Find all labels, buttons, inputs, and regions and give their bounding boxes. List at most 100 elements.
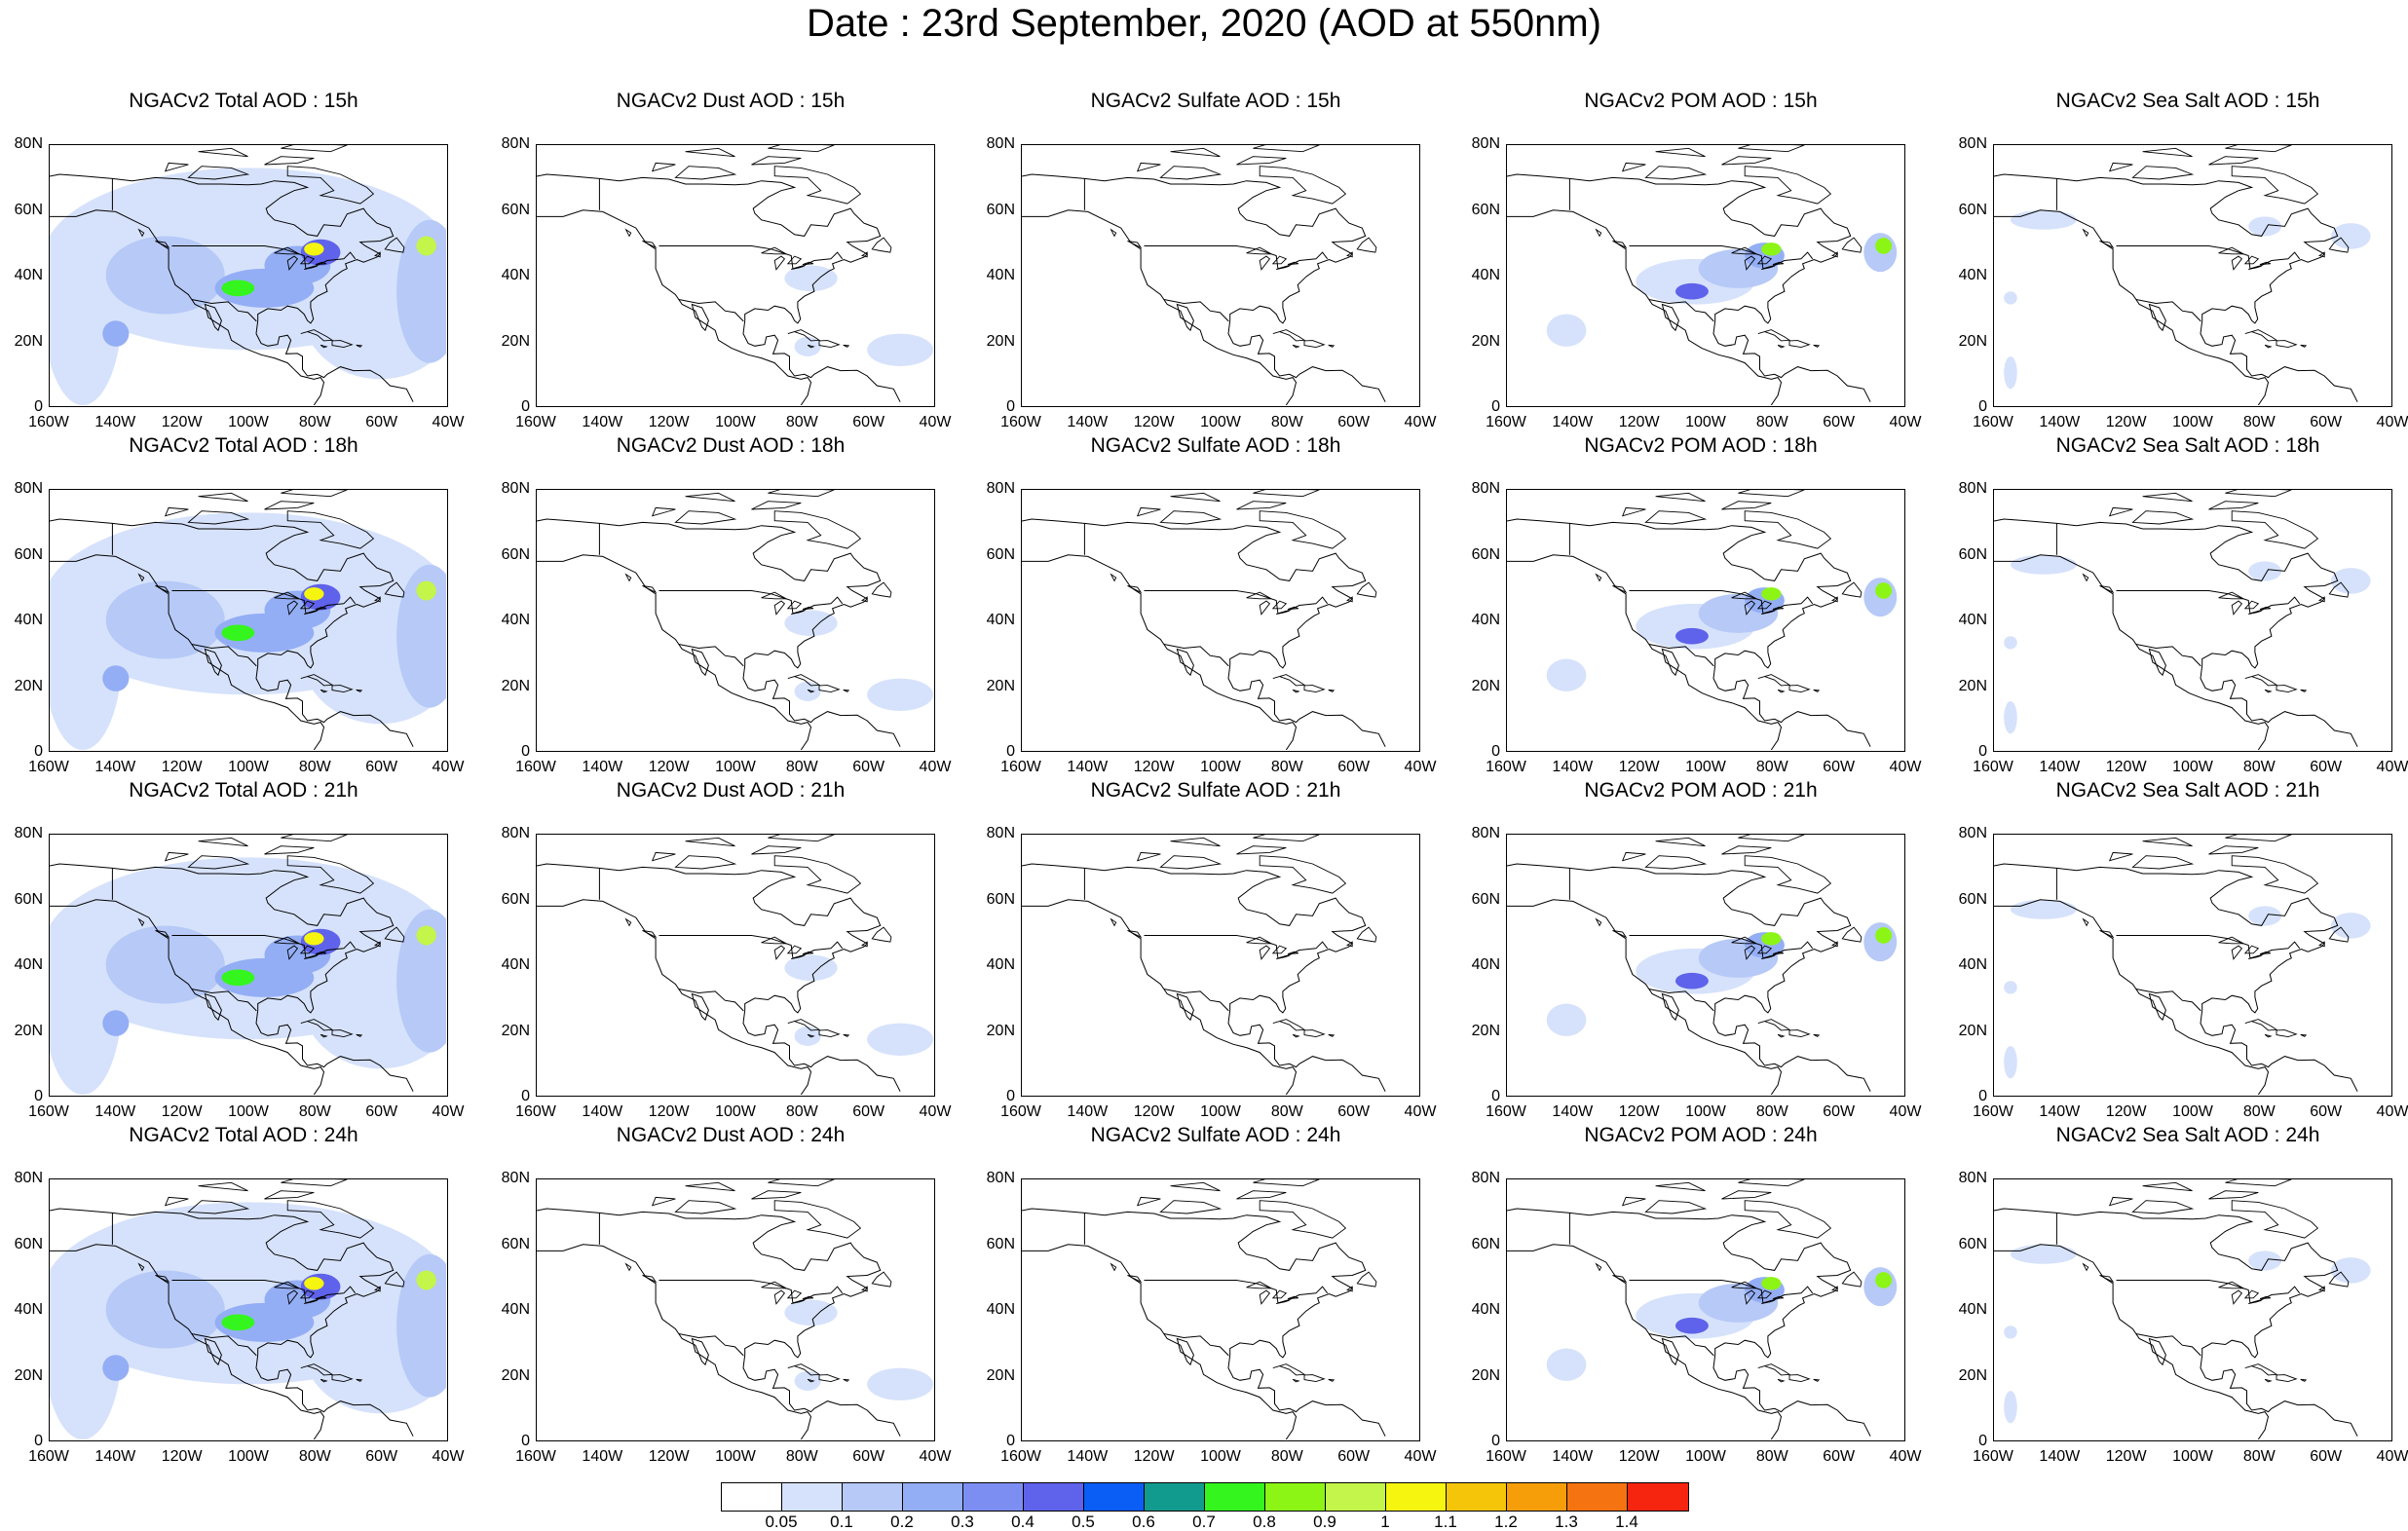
map-panel-dust-2: NGACv2 Dust AOD : 18h 80N 60N 40N 20N 0 160W 14… [487,434,974,775]
island-outline [1772,261,1785,265]
lat-tick-label: 40N [14,1301,43,1318]
island-outline [304,1299,318,1304]
island-outline [1328,344,1336,348]
map-plot-area [49,834,448,1097]
coastline [2135,1333,2201,1357]
map-svg [50,145,446,405]
lat-tick-label: 40N [14,956,43,973]
island-outline [1272,674,1306,687]
map-plot-area [1993,1178,2392,1441]
island-outline [685,837,735,847]
lon-tick-label: 80W [1270,1103,1303,1120]
island-outline [1744,166,1832,205]
island-outline [624,1262,632,1272]
island-outline [2208,845,2259,855]
lon-tick-label: 160W [1000,759,1041,775]
island-outline [807,344,815,349]
island-outline [685,492,735,503]
island-outline [164,162,189,172]
island-outline [1276,954,1290,959]
coastline [171,1280,357,1304]
island-outline [1841,237,1862,253]
colorbar-swatch [1447,1483,1507,1511]
island-outline [1110,917,1117,927]
colorbar-swatch [782,1483,843,1511]
island-outline [2264,344,2273,349]
aod-field-patch [2248,1251,2282,1271]
coastline [537,173,882,324]
island-outline [1744,1200,1832,1239]
island-outline [1644,510,1708,525]
island-outline [1841,1271,1862,1288]
coastline [1629,935,1814,959]
panel-title: NGACv2 Sea Salt AOD : 15h [2055,90,2320,112]
aod-field-patch [50,209,123,405]
island-outline [2218,246,2245,255]
coastline [1648,299,1714,322]
coastline [1507,518,1852,669]
island-outline [751,1190,802,1200]
lat-tick-label: 80N [1958,480,1987,497]
lon-tick-label: 60W [365,1103,398,1120]
colorbar-swatch [722,1483,782,1511]
island-outline [2208,1190,2259,1200]
island-outline [1595,573,1602,582]
lon-tick-label: 120W [2105,414,2147,430]
island-outline [2082,228,2089,238]
lon-tick-label: 60W [2310,759,2343,775]
coastline [50,1244,325,1439]
lon-tick-label: 160W [28,1103,69,1120]
aod-field-patch [2330,223,2371,249]
map-plot-area [1021,144,1420,407]
island-outline [2142,837,2193,847]
aod-field-patch [1546,1348,1587,1381]
map-svg [1507,835,1898,1095]
lat-tick-label: 0 [1491,743,1500,760]
coastline [2200,665,2358,747]
map-plot-area [49,144,448,407]
coastline [2200,1010,2358,1092]
island-outline [773,510,862,549]
lon-tick-label: 140W [582,1103,623,1120]
lat-tick-label: 20N [986,1366,1015,1384]
lon-tick-label: 100W [228,1103,269,1120]
lon-tick-label: 120W [1133,759,1175,775]
island-outline [642,241,658,249]
aod-field-patch [416,925,436,946]
island-outline [164,1196,189,1207]
lat-tick-label: 40N [1958,956,1987,973]
island-outline [1271,600,1288,610]
island-outline [281,1179,348,1187]
island-outline [1246,936,1273,945]
aod-field-patch [867,678,933,711]
coastline [2116,935,2301,959]
island-outline [384,926,405,943]
lon-tick-label: 40W [1404,414,1437,430]
map-plot-area [536,144,935,407]
island-outline [274,591,301,600]
aod-field-patch [1761,932,1782,946]
island-outline [1744,600,1756,616]
island-outline [2099,241,2115,249]
island-outline [1170,492,1221,503]
island-outline [2208,156,2259,166]
island-outline [773,166,862,205]
lon-tick-label: 120W [1133,1448,1175,1465]
aod-field-patch [2330,1257,2371,1284]
island-outline [356,689,363,692]
island-outline [286,855,375,894]
island-outline [2231,166,2319,205]
lat-tick-label: 20N [501,1366,530,1384]
island-outline [768,490,835,498]
coastline [678,989,744,1012]
island-outline [787,1019,821,1031]
island-outline [1644,855,1708,870]
lon-tick-label: 160W [1486,1448,1526,1465]
panel-title: NGACv2 Sea Salt AOD : 21h [2055,779,2320,802]
lon-tick-label: 40W [919,1103,952,1120]
coastline [1507,173,1852,324]
island-outline [2243,255,2260,265]
island-outline [861,941,868,948]
island-outline [674,1200,737,1214]
lat-tick-label: 0 [34,398,43,415]
